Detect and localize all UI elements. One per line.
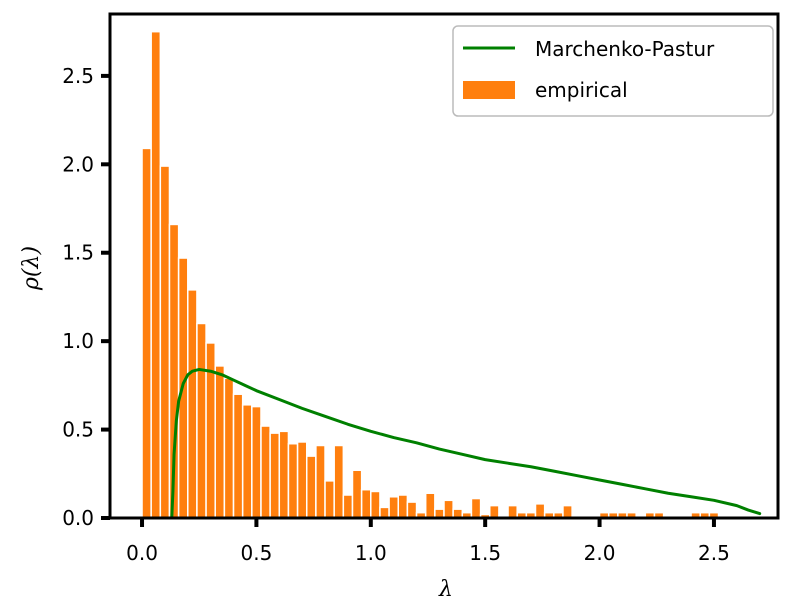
x-tick-label: 2.5 — [698, 541, 730, 565]
legend-label-marchenko-pastur: Marchenko-Pastur — [535, 37, 715, 61]
histogram-bar — [241, 404, 253, 519]
y-tick-label: 2.5 — [62, 64, 94, 88]
histogram-bar — [470, 497, 482, 519]
histogram-bar — [296, 441, 308, 519]
histogram-bar — [324, 480, 335, 519]
histogram-bar — [388, 496, 400, 519]
x-axis-ticks: 0.0 0.5 1.0 1.5 2.0 2.5 — [126, 518, 730, 565]
histogram-bar — [406, 501, 418, 519]
histogram-bar — [370, 490, 381, 519]
legend-bar-swatch — [463, 81, 515, 99]
histogram-bar — [315, 444, 326, 519]
x-tick-label: 0.0 — [126, 541, 158, 565]
x-axis-label: λ — [438, 577, 453, 602]
plot-frame — [108, 12, 780, 520]
y-axis-ticks: 0.0 0.5 1.0 1.5 2.0 2.5 — [62, 64, 110, 530]
histogram-bar — [562, 504, 573, 519]
y-tick-label: 0.5 — [62, 418, 94, 442]
histogram-bar — [141, 147, 152, 519]
histogram-bar — [214, 365, 226, 519]
histogram-bar — [507, 504, 518, 519]
histogram-bar — [251, 405, 262, 519]
legend-label-empirical: empirical — [535, 78, 628, 102]
x-tick-label: 1.0 — [355, 541, 387, 565]
histogram-bar — [278, 430, 290, 519]
histogram-bar — [360, 488, 372, 519]
histogram-bar — [489, 504, 500, 519]
histogram-bar — [333, 444, 345, 519]
histogram-bar — [397, 494, 409, 519]
x-tick-label: 1.5 — [469, 541, 501, 565]
histogram-bars — [141, 30, 720, 519]
histogram-bar — [196, 322, 207, 519]
histogram-bar — [260, 425, 271, 519]
histogram-bar — [379, 506, 390, 519]
histogram-bar — [305, 455, 317, 519]
histogram-bar — [159, 165, 171, 519]
histogram-bar — [424, 492, 436, 519]
histogram-bar — [187, 289, 198, 519]
histogram-bar — [287, 442, 299, 519]
histogram-bar — [342, 494, 354, 519]
legend-frame — [452, 25, 774, 117]
histogram-bar — [205, 342, 216, 519]
x-tick-label: 0.5 — [241, 541, 273, 565]
histogram-bar — [232, 393, 244, 519]
histogram-bar — [443, 499, 454, 519]
histogram-bar — [269, 432, 281, 519]
y-tick-label: 1.5 — [62, 241, 94, 265]
y-axis-label: ρ(λ) — [19, 246, 44, 291]
histogram-bar — [351, 469, 363, 519]
y-tick-label: 2.0 — [62, 152, 94, 176]
y-tick-label: 1.0 — [62, 329, 94, 353]
histogram-bar — [223, 377, 235, 519]
histogram-bar — [534, 503, 546, 519]
legend: Marchenko-Pastur empirical — [452, 25, 774, 117]
histogram-bar — [150, 30, 162, 519]
x-tick-label: 2.0 — [584, 541, 616, 565]
marchenko-pastur-curve — [170, 367, 762, 520]
y-tick-label: 0.0 — [62, 506, 94, 530]
